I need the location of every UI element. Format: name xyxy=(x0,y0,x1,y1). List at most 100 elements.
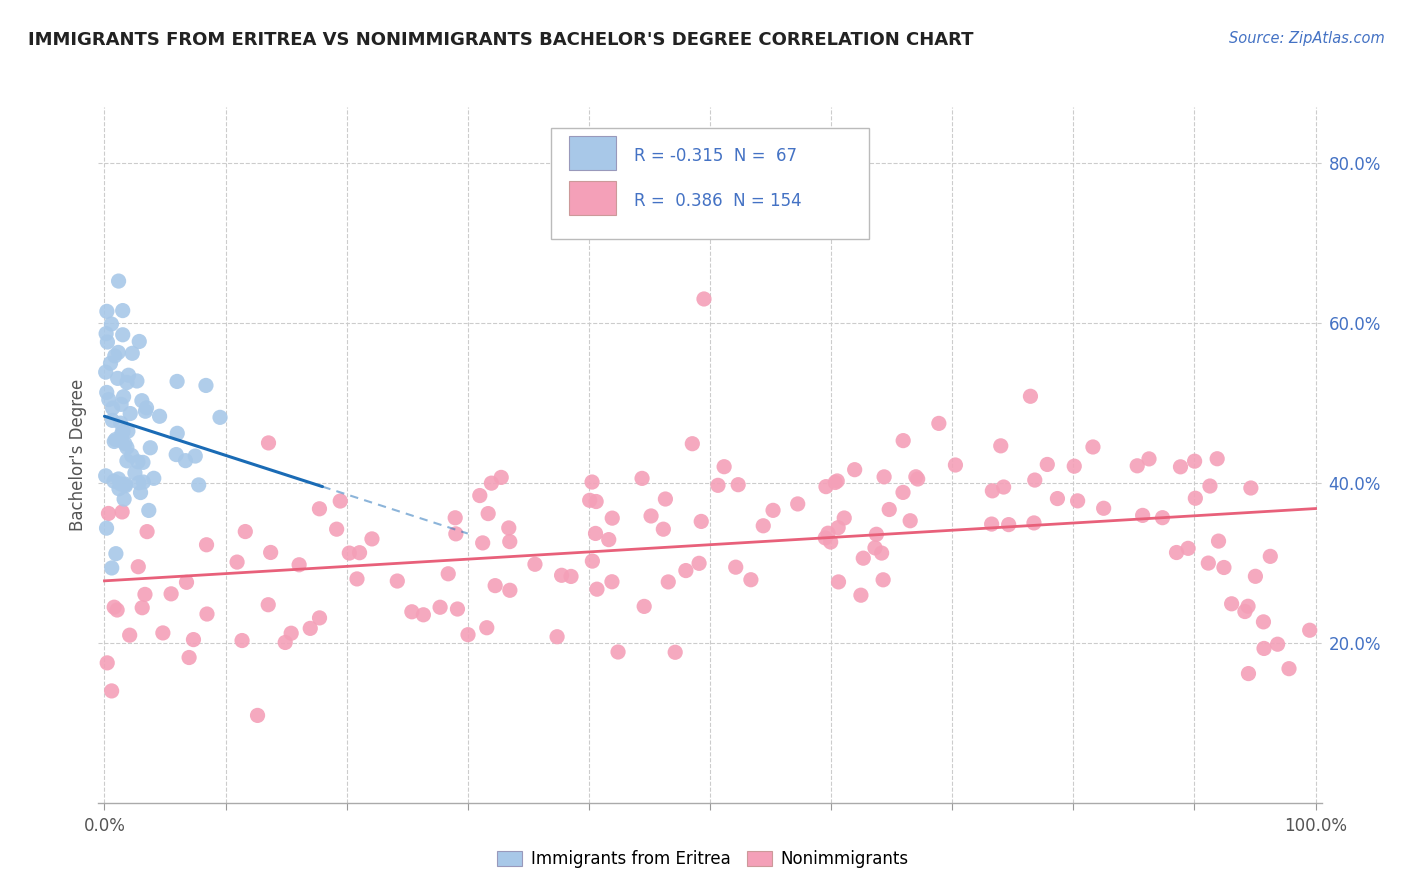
Point xyxy=(96,304,118,318)
Point xyxy=(115,454,138,468)
Point xyxy=(727,477,749,491)
Point xyxy=(581,554,603,568)
Point xyxy=(457,628,479,642)
Point xyxy=(814,531,837,545)
Point xyxy=(329,494,352,508)
Point xyxy=(120,407,142,421)
Point xyxy=(446,602,468,616)
Point xyxy=(94,326,117,341)
Point xyxy=(444,510,467,524)
Point xyxy=(111,303,134,318)
Point xyxy=(115,376,138,390)
Point xyxy=(233,524,256,539)
Point xyxy=(907,472,929,486)
Point xyxy=(176,575,198,590)
Point xyxy=(117,424,139,438)
Y-axis label: Bachelor's Degree: Bachelor's Degree xyxy=(69,379,87,531)
Point xyxy=(103,600,125,615)
Point xyxy=(412,607,434,622)
Point xyxy=(817,526,839,541)
Point xyxy=(103,434,125,449)
Point xyxy=(110,397,132,411)
Point xyxy=(115,441,138,455)
Point xyxy=(174,453,197,467)
Point xyxy=(675,564,697,578)
Point xyxy=(187,478,209,492)
Point xyxy=(134,404,156,418)
Point xyxy=(437,566,460,581)
Point xyxy=(132,455,155,469)
Point xyxy=(1244,569,1267,583)
Point xyxy=(654,491,676,506)
Point xyxy=(852,551,875,566)
Point xyxy=(274,635,297,649)
Point xyxy=(945,458,967,472)
Point xyxy=(814,480,837,494)
Point xyxy=(107,274,129,288)
Point xyxy=(475,621,498,635)
Point xyxy=(118,628,141,642)
Point xyxy=(139,441,162,455)
Point xyxy=(872,573,894,587)
Point xyxy=(195,607,218,621)
Point xyxy=(640,508,662,523)
Point xyxy=(94,468,117,483)
Point xyxy=(980,517,1002,532)
Point xyxy=(499,583,522,598)
Point xyxy=(724,560,747,574)
Point xyxy=(865,527,887,541)
Point xyxy=(578,493,600,508)
Point xyxy=(898,514,921,528)
Legend: Immigrants from Eritrea, Nonimmigrants: Immigrants from Eritrea, Nonimmigrants xyxy=(491,844,915,875)
Point xyxy=(1184,454,1206,468)
Point xyxy=(165,448,187,462)
Point xyxy=(96,334,118,349)
Point xyxy=(152,626,174,640)
Point xyxy=(990,439,1012,453)
Point xyxy=(208,410,231,425)
Point xyxy=(121,449,143,463)
Point xyxy=(142,471,165,485)
Point xyxy=(134,587,156,601)
Point xyxy=(740,573,762,587)
Point xyxy=(114,436,136,450)
Point xyxy=(1213,560,1236,574)
Point xyxy=(183,632,205,647)
Text: Source: ZipAtlas.com: Source: ZipAtlas.com xyxy=(1229,31,1385,46)
Point xyxy=(1022,516,1045,530)
Point xyxy=(257,436,280,450)
Point xyxy=(100,684,122,698)
Point xyxy=(546,630,568,644)
Point xyxy=(104,349,127,363)
Point xyxy=(1092,501,1115,516)
Point xyxy=(124,466,146,480)
Point xyxy=(844,463,866,477)
Point xyxy=(117,368,139,383)
Point xyxy=(820,535,842,549)
Point xyxy=(585,526,607,541)
Point xyxy=(160,587,183,601)
Point xyxy=(184,449,207,463)
Point xyxy=(308,501,330,516)
Point xyxy=(132,475,155,489)
Point xyxy=(827,521,849,535)
Point xyxy=(195,538,218,552)
Point xyxy=(873,470,896,484)
Point xyxy=(1206,451,1229,466)
Point xyxy=(104,547,127,561)
Point xyxy=(825,474,848,488)
Point xyxy=(349,546,371,560)
Point xyxy=(489,470,512,484)
FancyBboxPatch shape xyxy=(551,128,869,239)
Point xyxy=(1081,440,1104,454)
Point xyxy=(138,503,160,517)
Point xyxy=(128,475,150,490)
Point xyxy=(1220,597,1243,611)
Point xyxy=(166,375,188,389)
Point xyxy=(1267,637,1289,651)
Point xyxy=(1152,510,1174,524)
Point xyxy=(107,472,129,486)
Point xyxy=(177,650,200,665)
Point xyxy=(128,334,150,349)
Point xyxy=(361,532,384,546)
